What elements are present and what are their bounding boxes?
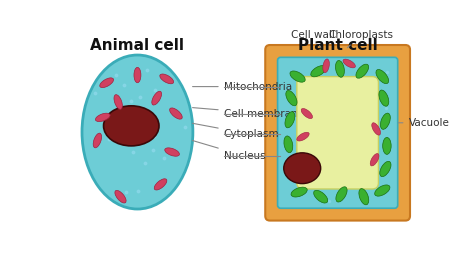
FancyBboxPatch shape bbox=[278, 57, 398, 208]
Ellipse shape bbox=[372, 123, 381, 135]
Ellipse shape bbox=[152, 91, 162, 105]
Ellipse shape bbox=[359, 189, 369, 205]
Ellipse shape bbox=[376, 69, 389, 84]
Text: Chloroplasts: Chloroplasts bbox=[328, 30, 393, 48]
Ellipse shape bbox=[115, 190, 126, 203]
Ellipse shape bbox=[379, 90, 389, 106]
Ellipse shape bbox=[103, 106, 159, 146]
Ellipse shape bbox=[301, 109, 312, 119]
Ellipse shape bbox=[381, 113, 390, 129]
Ellipse shape bbox=[82, 55, 193, 209]
Ellipse shape bbox=[336, 187, 347, 202]
Text: Cytoplasm: Cytoplasm bbox=[192, 123, 279, 139]
Ellipse shape bbox=[160, 74, 173, 84]
Ellipse shape bbox=[286, 90, 297, 106]
Ellipse shape bbox=[284, 153, 321, 184]
Ellipse shape bbox=[343, 59, 356, 68]
Text: Cell membrane: Cell membrane bbox=[192, 108, 304, 119]
Text: Mitochondria: Mitochondria bbox=[192, 82, 292, 92]
Ellipse shape bbox=[285, 112, 295, 128]
Ellipse shape bbox=[134, 67, 141, 83]
Ellipse shape bbox=[336, 60, 345, 77]
Ellipse shape bbox=[154, 179, 167, 190]
Ellipse shape bbox=[285, 159, 294, 176]
Text: Animal cell: Animal cell bbox=[91, 38, 184, 53]
Ellipse shape bbox=[356, 64, 369, 78]
Ellipse shape bbox=[311, 66, 326, 77]
FancyBboxPatch shape bbox=[265, 45, 410, 221]
Ellipse shape bbox=[383, 138, 391, 154]
Text: Nucleus: Nucleus bbox=[192, 140, 265, 161]
Ellipse shape bbox=[370, 153, 379, 166]
Ellipse shape bbox=[374, 185, 390, 196]
Ellipse shape bbox=[93, 133, 101, 148]
Ellipse shape bbox=[323, 59, 329, 73]
Text: Plant cell: Plant cell bbox=[298, 38, 377, 53]
Text: Cell wall: Cell wall bbox=[291, 30, 335, 47]
Ellipse shape bbox=[284, 136, 293, 153]
Ellipse shape bbox=[170, 108, 182, 119]
Ellipse shape bbox=[291, 187, 307, 197]
Ellipse shape bbox=[100, 78, 114, 88]
Ellipse shape bbox=[290, 71, 305, 82]
Ellipse shape bbox=[95, 113, 110, 122]
Ellipse shape bbox=[314, 190, 328, 203]
Ellipse shape bbox=[165, 148, 180, 156]
Ellipse shape bbox=[114, 95, 122, 109]
FancyBboxPatch shape bbox=[297, 77, 378, 189]
Ellipse shape bbox=[380, 161, 391, 177]
Text: Vacuole: Vacuole bbox=[398, 118, 449, 128]
Ellipse shape bbox=[297, 132, 309, 141]
